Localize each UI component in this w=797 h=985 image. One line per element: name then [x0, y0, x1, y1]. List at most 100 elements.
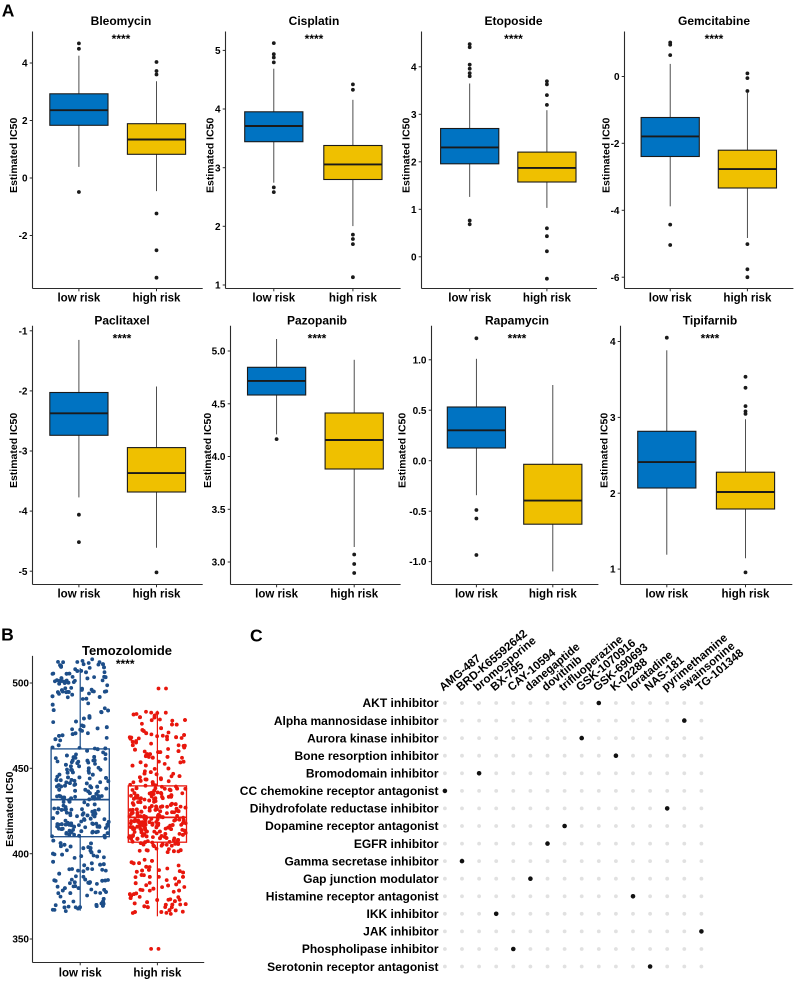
- svg-text:high risk: high risk: [330, 588, 379, 600]
- svg-text:Rapamycin: Rapamycin: [485, 314, 549, 328]
- svg-text:low risk: low risk: [59, 968, 102, 980]
- svg-text:****: ****: [112, 32, 131, 46]
- svg-text:EGFR inhibitor: EGFR inhibitor: [354, 837, 439, 851]
- svg-text:high risk: high risk: [133, 292, 182, 304]
- svg-text:low risk: low risk: [57, 292, 100, 304]
- svg-text:low risk: low risk: [252, 292, 295, 304]
- svg-text:4.0: 4.0: [212, 452, 226, 463]
- svg-text:-2: -2: [19, 387, 28, 398]
- svg-text:400: 400: [12, 849, 29, 860]
- svg-text:0.5: 0.5: [413, 406, 427, 417]
- svg-text:5: 5: [215, 46, 221, 57]
- svg-text:2: 2: [610, 489, 616, 500]
- svg-text:Bleomycin: Bleomycin: [91, 14, 152, 28]
- svg-text:-6: -6: [611, 273, 620, 284]
- svg-text:Tipifarnib: Tipifarnib: [683, 314, 737, 328]
- svg-text:Pazopanib: Pazopanib: [287, 314, 347, 328]
- svg-text:1: 1: [215, 281, 221, 292]
- svg-text:0: 0: [411, 252, 417, 263]
- svg-text:low risk: low risk: [57, 588, 100, 600]
- svg-text:2: 2: [215, 222, 221, 233]
- svg-text:500: 500: [12, 679, 29, 690]
- svg-text:Estimated IC50: Estimated IC50: [8, 413, 20, 488]
- svg-text:Estimated IC50: Estimated IC50: [599, 413, 611, 488]
- svg-text:-4: -4: [19, 507, 28, 518]
- svg-text:Bone resorption inhibitor: Bone resorption inhibitor: [295, 749, 439, 763]
- svg-text:****: ****: [116, 657, 135, 671]
- svg-text:1: 1: [610, 565, 616, 576]
- svg-text:****: ****: [305, 32, 324, 46]
- svg-text:Estimated IC50: Estimated IC50: [4, 771, 16, 846]
- svg-text:Histamine receptor antagonist: Histamine receptor antagonist: [266, 890, 439, 904]
- svg-text:-5: -5: [19, 567, 28, 578]
- svg-text:4.5: 4.5: [212, 399, 226, 410]
- svg-text:4: 4: [22, 59, 28, 70]
- svg-text:Estimated IC50: Estimated IC50: [400, 118, 412, 193]
- svg-text:B: B: [1, 624, 14, 644]
- svg-text:A: A: [2, 1, 15, 21]
- svg-text:low risk: low risk: [448, 292, 491, 304]
- svg-text:3: 3: [215, 163, 221, 174]
- svg-text:Alpha mannosidase inhibitor: Alpha mannosidase inhibitor: [274, 714, 439, 728]
- svg-text:****: ****: [705, 32, 724, 46]
- svg-text:Cisplatin: Cisplatin: [289, 14, 340, 28]
- svg-text:high risk: high risk: [329, 292, 378, 304]
- svg-text:0.0: 0.0: [413, 456, 427, 467]
- svg-text:****: ****: [308, 332, 327, 346]
- svg-text:Serotonin receptor antagonist: Serotonin receptor antagonist: [267, 960, 438, 974]
- svg-text:high risk: high risk: [723, 292, 772, 304]
- svg-text:3: 3: [411, 110, 417, 121]
- svg-text:1.0: 1.0: [413, 355, 427, 366]
- svg-text:3: 3: [610, 413, 616, 424]
- svg-text:Phospholipase inhibitor: Phospholipase inhibitor: [302, 942, 439, 956]
- svg-text:high risk: high risk: [133, 588, 182, 600]
- svg-text:IKK inhibitor: IKK inhibitor: [367, 907, 439, 921]
- svg-text:Bromodomain inhibitor: Bromodomain inhibitor: [306, 767, 439, 781]
- svg-text:high risk: high risk: [133, 968, 182, 980]
- svg-text:AKT inhibitor: AKT inhibitor: [363, 696, 439, 710]
- svg-text:high risk: high risk: [529, 588, 578, 600]
- svg-text:450: 450: [12, 764, 29, 775]
- svg-text:350: 350: [12, 935, 29, 946]
- svg-text:Dihydrofolate reductase inhibi: Dihydrofolate reductase inhibitor: [250, 802, 439, 816]
- svg-text:2: 2: [411, 157, 417, 168]
- svg-text:4: 4: [411, 62, 417, 73]
- svg-text:-3: -3: [19, 447, 28, 458]
- svg-text:****: ****: [701, 332, 720, 346]
- svg-text:Estimated IC50: Estimated IC50: [202, 413, 214, 488]
- svg-text:-1.0: -1.0: [409, 557, 427, 568]
- svg-text:-2: -2: [19, 231, 28, 242]
- svg-text:****: ****: [508, 332, 527, 346]
- svg-text:-4: -4: [611, 206, 620, 217]
- svg-text:4: 4: [215, 105, 221, 116]
- svg-text:Temozolomide: Temozolomide: [82, 643, 172, 658]
- svg-text:5.0: 5.0: [212, 347, 226, 358]
- svg-text:high risk: high risk: [722, 588, 771, 600]
- svg-text:3.5: 3.5: [212, 505, 226, 516]
- svg-text:-1: -1: [19, 326, 28, 337]
- svg-text:Estimated IC50: Estimated IC50: [204, 118, 216, 193]
- svg-text:Aurora kinase inhibitor: Aurora kinase inhibitor: [307, 731, 439, 745]
- svg-text:0: 0: [22, 174, 28, 185]
- svg-text:****: ****: [113, 332, 132, 346]
- svg-text:2: 2: [22, 116, 28, 127]
- svg-text:-2: -2: [611, 139, 620, 150]
- svg-text:1: 1: [411, 205, 417, 216]
- svg-text:Gemcitabine: Gemcitabine: [678, 14, 750, 28]
- svg-text:Gamma secretase inhibitor: Gamma secretase inhibitor: [284, 854, 438, 868]
- svg-text:Estimated IC50: Estimated IC50: [600, 118, 612, 193]
- svg-text:Estimated IC50: Estimated IC50: [8, 118, 20, 193]
- svg-text:low risk: low risk: [649, 292, 692, 304]
- svg-text:3.0: 3.0: [212, 558, 226, 569]
- svg-text:C: C: [250, 626, 263, 646]
- svg-text:low risk: low risk: [645, 588, 688, 600]
- svg-text:****: ****: [504, 32, 523, 46]
- svg-text:low risk: low risk: [455, 588, 498, 600]
- svg-text:4: 4: [610, 337, 616, 348]
- svg-text:high risk: high risk: [523, 292, 572, 304]
- svg-text:low risk: low risk: [255, 588, 298, 600]
- svg-text:0: 0: [614, 72, 620, 83]
- svg-text:JAK inhibitor: JAK inhibitor: [363, 925, 439, 939]
- svg-text:-0.5: -0.5: [409, 507, 427, 518]
- svg-text:Estimated IC50: Estimated IC50: [397, 413, 409, 488]
